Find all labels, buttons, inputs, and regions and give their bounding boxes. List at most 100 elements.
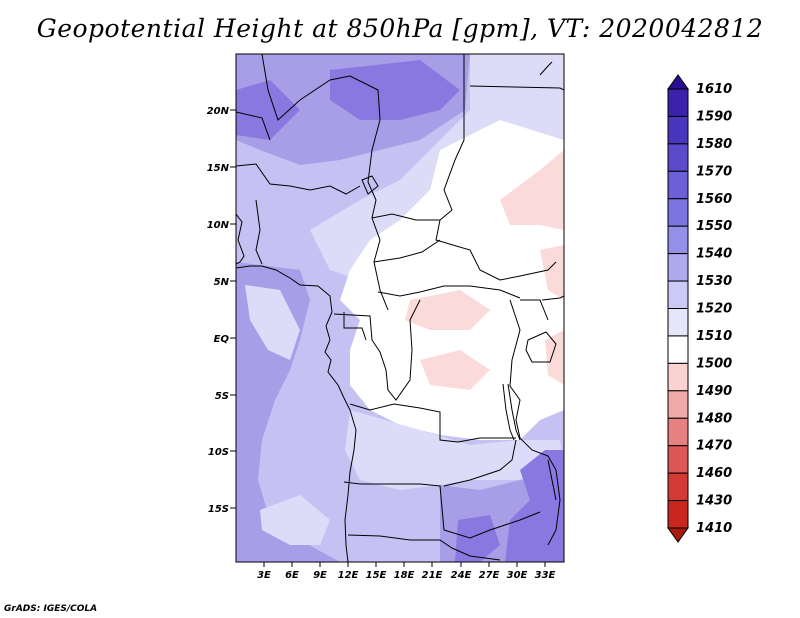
map-frame (235, 53, 565, 563)
colorbar-segment-3 (667, 143, 689, 172)
field-west-pale-blob (245, 285, 300, 360)
border-north-2 (236, 111, 271, 141)
lon-label-21e: 21E (422, 570, 443, 581)
colorbar-label-1500: 1500 (696, 356, 732, 371)
border-north-3 (435, 54, 557, 281)
field-north-core-2 (330, 60, 460, 120)
colorbar-segment-17 (667, 527, 689, 543)
colorbar-label-1430: 1430 (696, 494, 732, 509)
lat-label-10s: 10S (208, 447, 229, 458)
lat-axis (230, 109, 236, 509)
colorbar-segment-7 (667, 253, 689, 282)
border-west-2 (255, 199, 263, 265)
lake-malawi (547, 459, 557, 501)
colorbar-label-1550: 1550 (696, 219, 732, 234)
colorbar-segment-4 (667, 170, 689, 200)
colorbar-label-1580: 1580 (696, 137, 732, 152)
colorbar-segment-16 (667, 500, 689, 529)
field-south-deep-2 (455, 515, 500, 562)
border-drc-east (509, 299, 549, 457)
field-pink-center-2 (420, 350, 490, 390)
field-south-deep (505, 450, 564, 562)
colorbar-segment-8 (667, 280, 689, 309)
border-zambia (443, 439, 517, 487)
lat-label-15n: 15N (207, 163, 230, 174)
lon-label-18e: 18E (394, 570, 415, 581)
colorbar: 1610 1590 1580 1570 1560 1550 1540 1530 1520 1510… (667, 74, 732, 543)
colorbar-label-1610: 1610 (696, 82, 732, 97)
colorbar-segment-1 (667, 88, 689, 117)
colorbar-segment-5 (667, 198, 689, 227)
colorbar-segment-12 (667, 390, 689, 419)
colorbar-label-1460: 1460 (696, 466, 732, 481)
colorbar-segment-14 (667, 445, 689, 474)
colorbar-label-1560: 1560 (696, 192, 732, 207)
border-mozambique (547, 455, 561, 546)
colorbar-segment-11 (667, 362, 689, 392)
field-south-pale (345, 410, 564, 490)
lat-label-20n: 20N (207, 106, 230, 117)
coastline-gulf-guinea (236, 213, 245, 265)
border-angola-north (349, 403, 516, 443)
border-north-1 (261, 54, 389, 311)
border-namibia (347, 534, 501, 561)
lake-victoria (525, 331, 557, 363)
lat-labels: 20N 15N 10N 5N EQ 5S 10S 15S (207, 106, 230, 515)
field-pink-center (405, 290, 490, 330)
border-east-uganda (520, 299, 549, 321)
field-pink-east (500, 150, 564, 230)
lake-chad (361, 175, 379, 195)
lat-label-15s: 15S (208, 504, 229, 515)
lon-label-30e: 30E (507, 570, 528, 581)
lon-label-27e: 27E (479, 570, 500, 581)
colorbar-label-1590: 1590 (696, 109, 732, 124)
grads-credit: GrADS: IGES/COLA (4, 604, 98, 614)
border-chad-car (371, 213, 440, 221)
field-pink-east-3 (545, 330, 564, 385)
nile-north (539, 61, 553, 76)
lat-label-5n: 5N (214, 277, 230, 288)
colorbar-label-1510: 1510 (696, 329, 732, 344)
colorbar-segment-0 (667, 74, 689, 90)
lon-labels: 3E 6E 9E 12E 15E 18E 21E 24E 27E 30E 33E (257, 570, 555, 581)
colorbar-label-1530: 1530 (696, 274, 732, 289)
lat-label-10n: 10N (207, 220, 230, 231)
border-northwest (236, 163, 361, 195)
lon-label-33e: 33E (535, 570, 556, 581)
border-angola-south (343, 481, 541, 539)
coastlines-and-borders (236, 54, 564, 562)
border-congo (333, 299, 421, 401)
lon-label-6e: 6E (285, 570, 299, 581)
height-field (236, 54, 564, 562)
lon-label-12e: 12E (338, 570, 359, 581)
border-north-4 (469, 85, 564, 91)
colorbar-segment-9 (667, 308, 689, 337)
lon-label-24e: 24E (451, 570, 472, 581)
field-pink-east-2 (540, 245, 564, 300)
colorbar-label-1520: 1520 (696, 302, 732, 317)
border-car-south (373, 239, 441, 263)
border-east-kenya (541, 295, 564, 301)
lon-label-3e: 3E (257, 570, 271, 581)
colorbar-label-1540: 1540 (696, 247, 732, 262)
colorbar-label-1570: 1570 (696, 164, 732, 179)
lon-axis (263, 562, 546, 567)
lon-label-15e: 15E (366, 570, 387, 581)
colorbar-segment-15 (667, 472, 689, 502)
lake-tanganyika (507, 383, 521, 441)
colorbar-segment-6 (667, 225, 689, 255)
border-gabon (343, 312, 367, 341)
colorbar-segment-2 (667, 115, 689, 145)
lon-label-9e: 9E (313, 570, 327, 581)
coastline-west-africa (236, 265, 357, 562)
field-southwest-pale (260, 495, 330, 545)
colorbar-label-1480: 1480 (696, 411, 732, 426)
lat-label-eq: EQ (214, 334, 230, 345)
lake-tanganyika-2 (502, 383, 515, 441)
colorbar-label-1410: 1410 (696, 521, 732, 536)
colorbar-segment-13 (667, 417, 689, 447)
colorbar-segment-10 (667, 335, 689, 364)
lat-label-5s: 5S (215, 391, 229, 402)
border-car-drc (377, 285, 521, 299)
